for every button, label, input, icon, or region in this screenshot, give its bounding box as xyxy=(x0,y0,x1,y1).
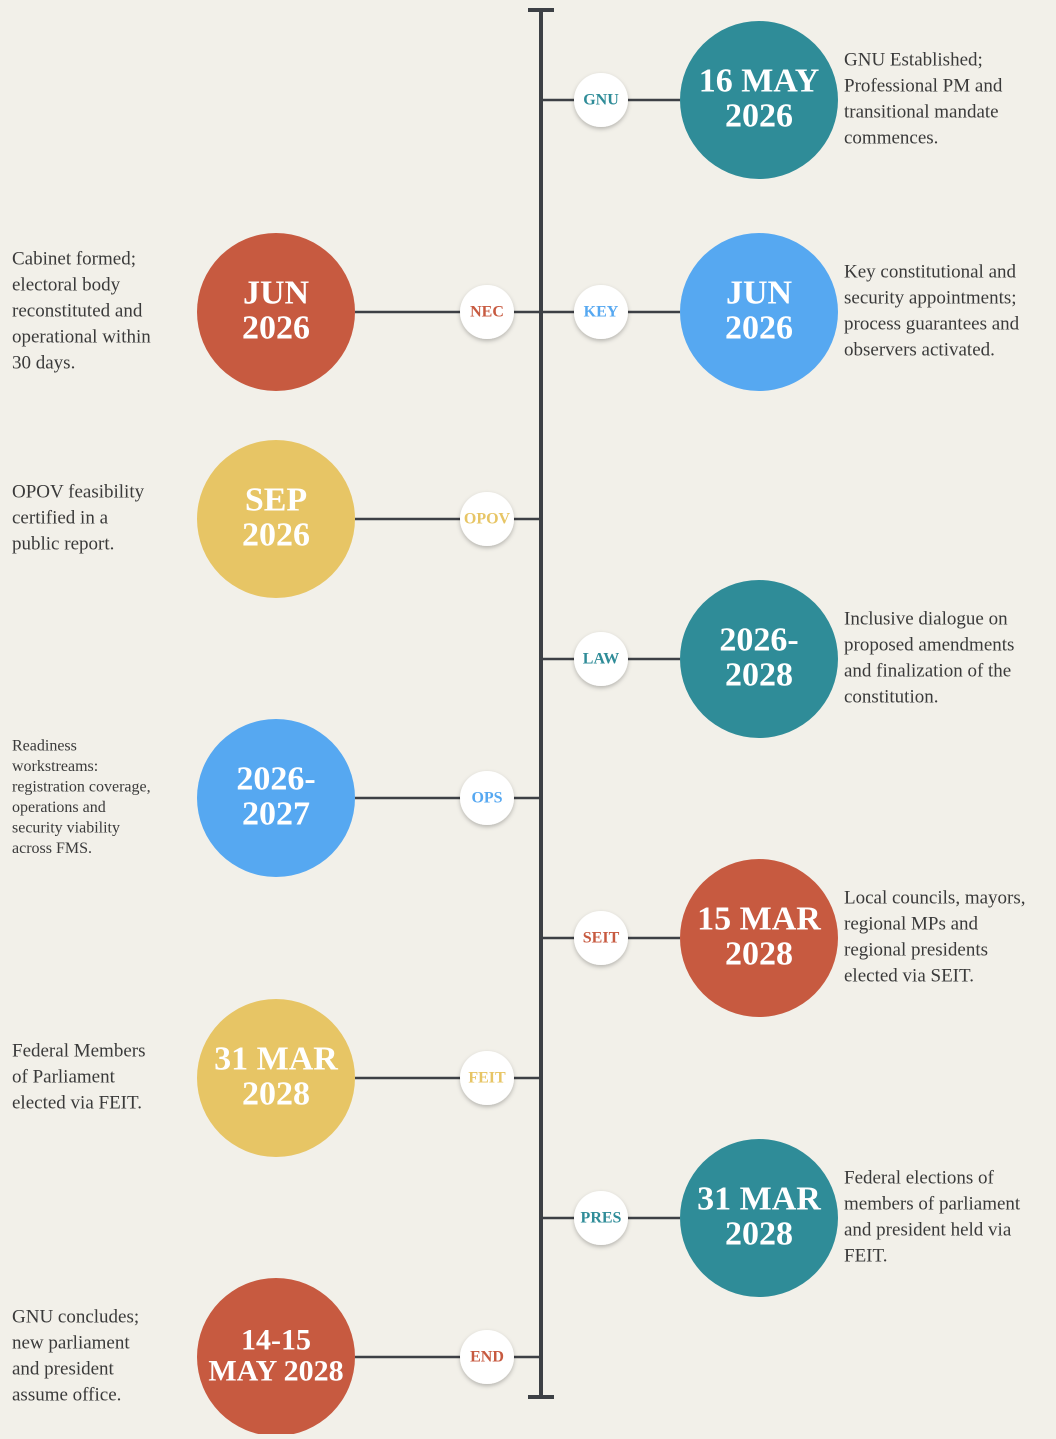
date-label: 2028 xyxy=(725,935,793,972)
description: Professional PM and xyxy=(844,75,1003,96)
date-circle xyxy=(197,440,355,598)
description: Local councils, mayors, xyxy=(844,887,1026,908)
description: elected via FEIT. xyxy=(12,1092,142,1113)
description: FEIT. xyxy=(844,1245,887,1266)
date-circle xyxy=(197,1278,355,1436)
description: regional MPs and xyxy=(844,913,979,934)
tag-circle xyxy=(460,1330,514,1384)
description: Readiness xyxy=(12,737,77,754)
description: members of parliament xyxy=(844,1193,1021,1214)
description: process guarantees and xyxy=(844,313,1020,334)
description: workstreams: xyxy=(12,758,98,775)
tag-circle xyxy=(460,771,514,825)
description: security appointments; xyxy=(844,287,1017,308)
tag-label: LAW xyxy=(583,651,619,668)
description: across FMS. xyxy=(12,840,92,857)
description: registration coverage, xyxy=(12,778,151,795)
description: Cabinet formed; xyxy=(12,248,136,269)
date-label: 2026 xyxy=(725,97,793,134)
tag-label: END xyxy=(470,1349,504,1366)
description: new parliament xyxy=(12,1332,130,1353)
description: elected via SEIT. xyxy=(844,965,974,986)
date-circle xyxy=(680,233,838,391)
description: regional presidents xyxy=(844,939,988,960)
description: commences. xyxy=(844,127,938,148)
tag-label: KEY xyxy=(584,304,619,321)
description: and president xyxy=(12,1358,115,1379)
tag-label: SEIT xyxy=(583,930,620,947)
description: certified in a xyxy=(12,507,109,528)
description: operational within xyxy=(12,326,151,347)
description: proposed amendments xyxy=(844,634,1014,655)
date-label: 2026 xyxy=(242,309,310,346)
tag-label: PRES xyxy=(581,1210,622,1227)
date-circle xyxy=(680,859,838,1017)
date-label: 2026 xyxy=(242,516,310,553)
description: security viability xyxy=(12,819,120,836)
description: observers activated. xyxy=(844,339,995,360)
tag-label: NEC xyxy=(470,304,504,321)
description: GNU Established; xyxy=(844,49,983,70)
date-label: JUN xyxy=(726,274,793,311)
date-circle xyxy=(197,233,355,391)
description: Key constitutional and xyxy=(844,261,1017,282)
description: Federal Members xyxy=(12,1040,145,1061)
description: constitution. xyxy=(844,686,938,707)
tag-label: GNU xyxy=(583,92,619,109)
description: Federal elections of xyxy=(844,1167,995,1188)
date-label: 2028 xyxy=(725,1215,793,1252)
tag-label: OPS xyxy=(471,790,502,807)
date-circle xyxy=(197,719,355,877)
description: public report. xyxy=(12,533,114,554)
description: assume office. xyxy=(12,1384,121,1405)
date-label: 2026- xyxy=(719,621,798,658)
description: operations and xyxy=(12,799,106,816)
tag-circle xyxy=(460,285,514,339)
date-label: 2028 xyxy=(725,656,793,693)
date-label: 16 MAY xyxy=(699,62,820,99)
tag-label: FEIT xyxy=(468,1070,506,1087)
description: Inclusive dialogue on xyxy=(844,608,1008,629)
date-label: JUN xyxy=(243,274,310,311)
date-circle xyxy=(680,1139,838,1297)
date-circle xyxy=(680,580,838,738)
description: reconstituted and xyxy=(12,300,143,321)
description: OPOV feasibility xyxy=(12,481,145,502)
date-label: 2027 xyxy=(242,795,310,832)
description: transitional mandate xyxy=(844,101,999,122)
date-label: 15 MAR xyxy=(697,900,821,937)
date-label: 14-15 xyxy=(241,1323,311,1356)
date-circle xyxy=(680,21,838,179)
tag-circle xyxy=(574,1191,628,1245)
date-label: 31 MAR xyxy=(214,1040,338,1077)
tag-circle xyxy=(574,285,628,339)
description: and president held via xyxy=(844,1219,1012,1240)
description: GNU concludes; xyxy=(12,1306,139,1327)
description: 30 days. xyxy=(12,352,75,373)
tag-circle xyxy=(574,73,628,127)
date-label: MAY 2028 xyxy=(208,1354,343,1387)
description: and finalization of the xyxy=(844,660,1011,681)
date-label: 2026- xyxy=(236,760,315,797)
description: of Parliament xyxy=(12,1066,116,1087)
date-label: SEP xyxy=(245,481,307,518)
date-label: 2028 xyxy=(242,1075,310,1112)
date-label: 31 MAR xyxy=(697,1180,821,1217)
tag-circle xyxy=(574,632,628,686)
tag-circle xyxy=(460,492,514,546)
tag-label: OPOV xyxy=(464,511,511,528)
date-circle xyxy=(197,999,355,1157)
tag-circle xyxy=(460,1051,514,1105)
description: electoral body xyxy=(12,274,121,295)
tag-circle xyxy=(574,911,628,965)
date-label: 2026 xyxy=(725,309,793,346)
